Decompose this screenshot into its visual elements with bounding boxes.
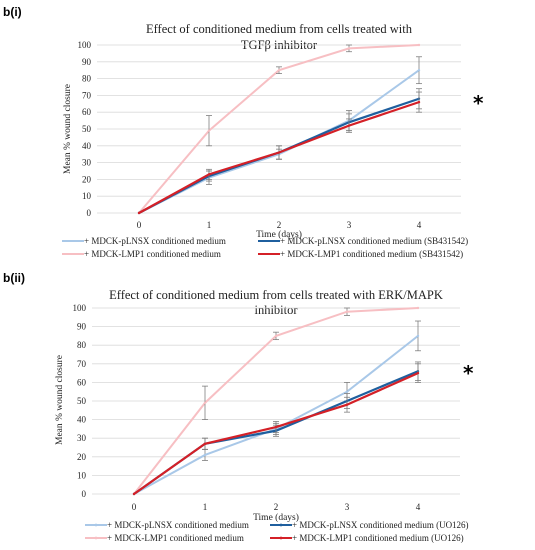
x-axis-title: Time (days) — [256, 229, 302, 240]
x-tick-label: 4 — [417, 220, 422, 230]
y-tick-label: 30 — [77, 433, 87, 443]
data-point — [347, 124, 351, 127]
chart-title-line: Effect of conditioned medium from cells … — [109, 288, 443, 302]
legend-entry: + MDCK-pLNSX conditioned medium (SB43154… — [280, 236, 468, 246]
data-point — [274, 334, 278, 338]
legend-entry: + MDCK-LMP1 conditioned medium — [107, 533, 244, 543]
data-point — [417, 69, 421, 72]
data-point — [203, 401, 207, 405]
data-point — [345, 310, 349, 313]
y-tick-label: 20 — [82, 174, 92, 184]
y-tick-label: 70 — [82, 90, 92, 100]
y-tick-label: 60 — [82, 107, 92, 117]
y-tick-label: 30 — [82, 158, 92, 168]
y-tick-label: 10 — [77, 470, 87, 480]
chart-panel-2: b(ii) Effect of conditioned medium from c… — [3, 271, 474, 543]
y-tick-label: 40 — [82, 141, 92, 151]
data-point — [347, 47, 351, 50]
legend-marker — [279, 523, 283, 527]
legend-entry: + MDCK-LMP1 conditioned medium (UO126) — [292, 533, 464, 543]
data-point — [132, 492, 136, 496]
significance-star: * — [463, 361, 474, 385]
legend-entry: + MDCK-LMP1 conditioned medium — [84, 249, 221, 259]
chart-title-line: inhibitor — [254, 303, 298, 317]
y-tick-label: 100 — [78, 40, 92, 50]
legend-entry: + MDCK-pLNSX conditioned medium (UO126) — [292, 520, 469, 530]
x-tick-label: 0 — [132, 502, 137, 512]
y-tick-label: 10 — [82, 191, 92, 201]
y-tick-label: 100 — [73, 303, 87, 313]
y-tick-label: 50 — [77, 396, 87, 406]
y-tick-label: 20 — [77, 452, 87, 462]
y-tick-label: 90 — [82, 57, 92, 67]
legend-entry: + MDCK-pLNSX conditioned medium — [84, 236, 226, 246]
y-tick-label: 50 — [82, 124, 92, 134]
y-tick-label: 0 — [82, 489, 87, 499]
y-tick-label: 90 — [77, 322, 87, 332]
legend-entry: + MDCK-pLNSX conditioned medium — [107, 520, 249, 530]
x-tick-label: 3 — [347, 220, 352, 230]
x-tick-label: 3 — [345, 502, 350, 512]
data-point — [416, 371, 420, 375]
data-point — [277, 151, 281, 154]
y-axis-title: Mean % wound closure — [55, 355, 65, 445]
legend-marker — [94, 523, 98, 527]
x-tick-label: 1 — [207, 220, 212, 230]
y-tick-label: 80 — [82, 74, 92, 84]
y-tick-label: 70 — [77, 359, 87, 369]
y-tick-label: 40 — [77, 415, 87, 425]
x-axis-title: Time (days) — [253, 512, 299, 523]
data-point — [277, 69, 281, 72]
panel-label: b(i) — [3, 5, 22, 19]
data-point — [137, 211, 141, 215]
data-point — [416, 334, 420, 338]
legend-entry: + MDCK-LMP1 conditioned medium (SB431542… — [280, 249, 463, 259]
x-tick-label: 2 — [277, 220, 282, 230]
data-point — [416, 306, 420, 310]
legend-marker — [94, 536, 98, 540]
data-point — [203, 442, 207, 445]
significance-star: * — [473, 91, 484, 115]
data-point — [345, 390, 349, 393]
x-tick-label: 1 — [203, 502, 208, 512]
y-tick-label: 0 — [87, 208, 92, 218]
data-point — [207, 129, 211, 132]
x-tick-label: 4 — [416, 502, 421, 512]
data-point — [345, 403, 349, 406]
data-point — [203, 453, 207, 457]
y-axis-title: Mean % wound closure — [63, 84, 73, 174]
panel-label: b(ii) — [3, 271, 25, 285]
series-line-1 — [133, 335, 419, 495]
chart-panel-1: b(i) Effect of conditioned medium from ce… — [3, 5, 484, 259]
x-tick-label: 2 — [274, 502, 279, 512]
y-tick-label: 60 — [77, 377, 87, 387]
y-tick-label: 80 — [77, 340, 87, 350]
x-tick-label: 0 — [137, 220, 142, 230]
data-point — [274, 425, 278, 429]
legend-marker — [279, 536, 283, 540]
data-point — [207, 173, 211, 176]
data-point — [417, 43, 421, 47]
chart-title-line: Effect of conditioned medium from cells … — [146, 22, 413, 36]
data-point — [417, 100, 421, 104]
